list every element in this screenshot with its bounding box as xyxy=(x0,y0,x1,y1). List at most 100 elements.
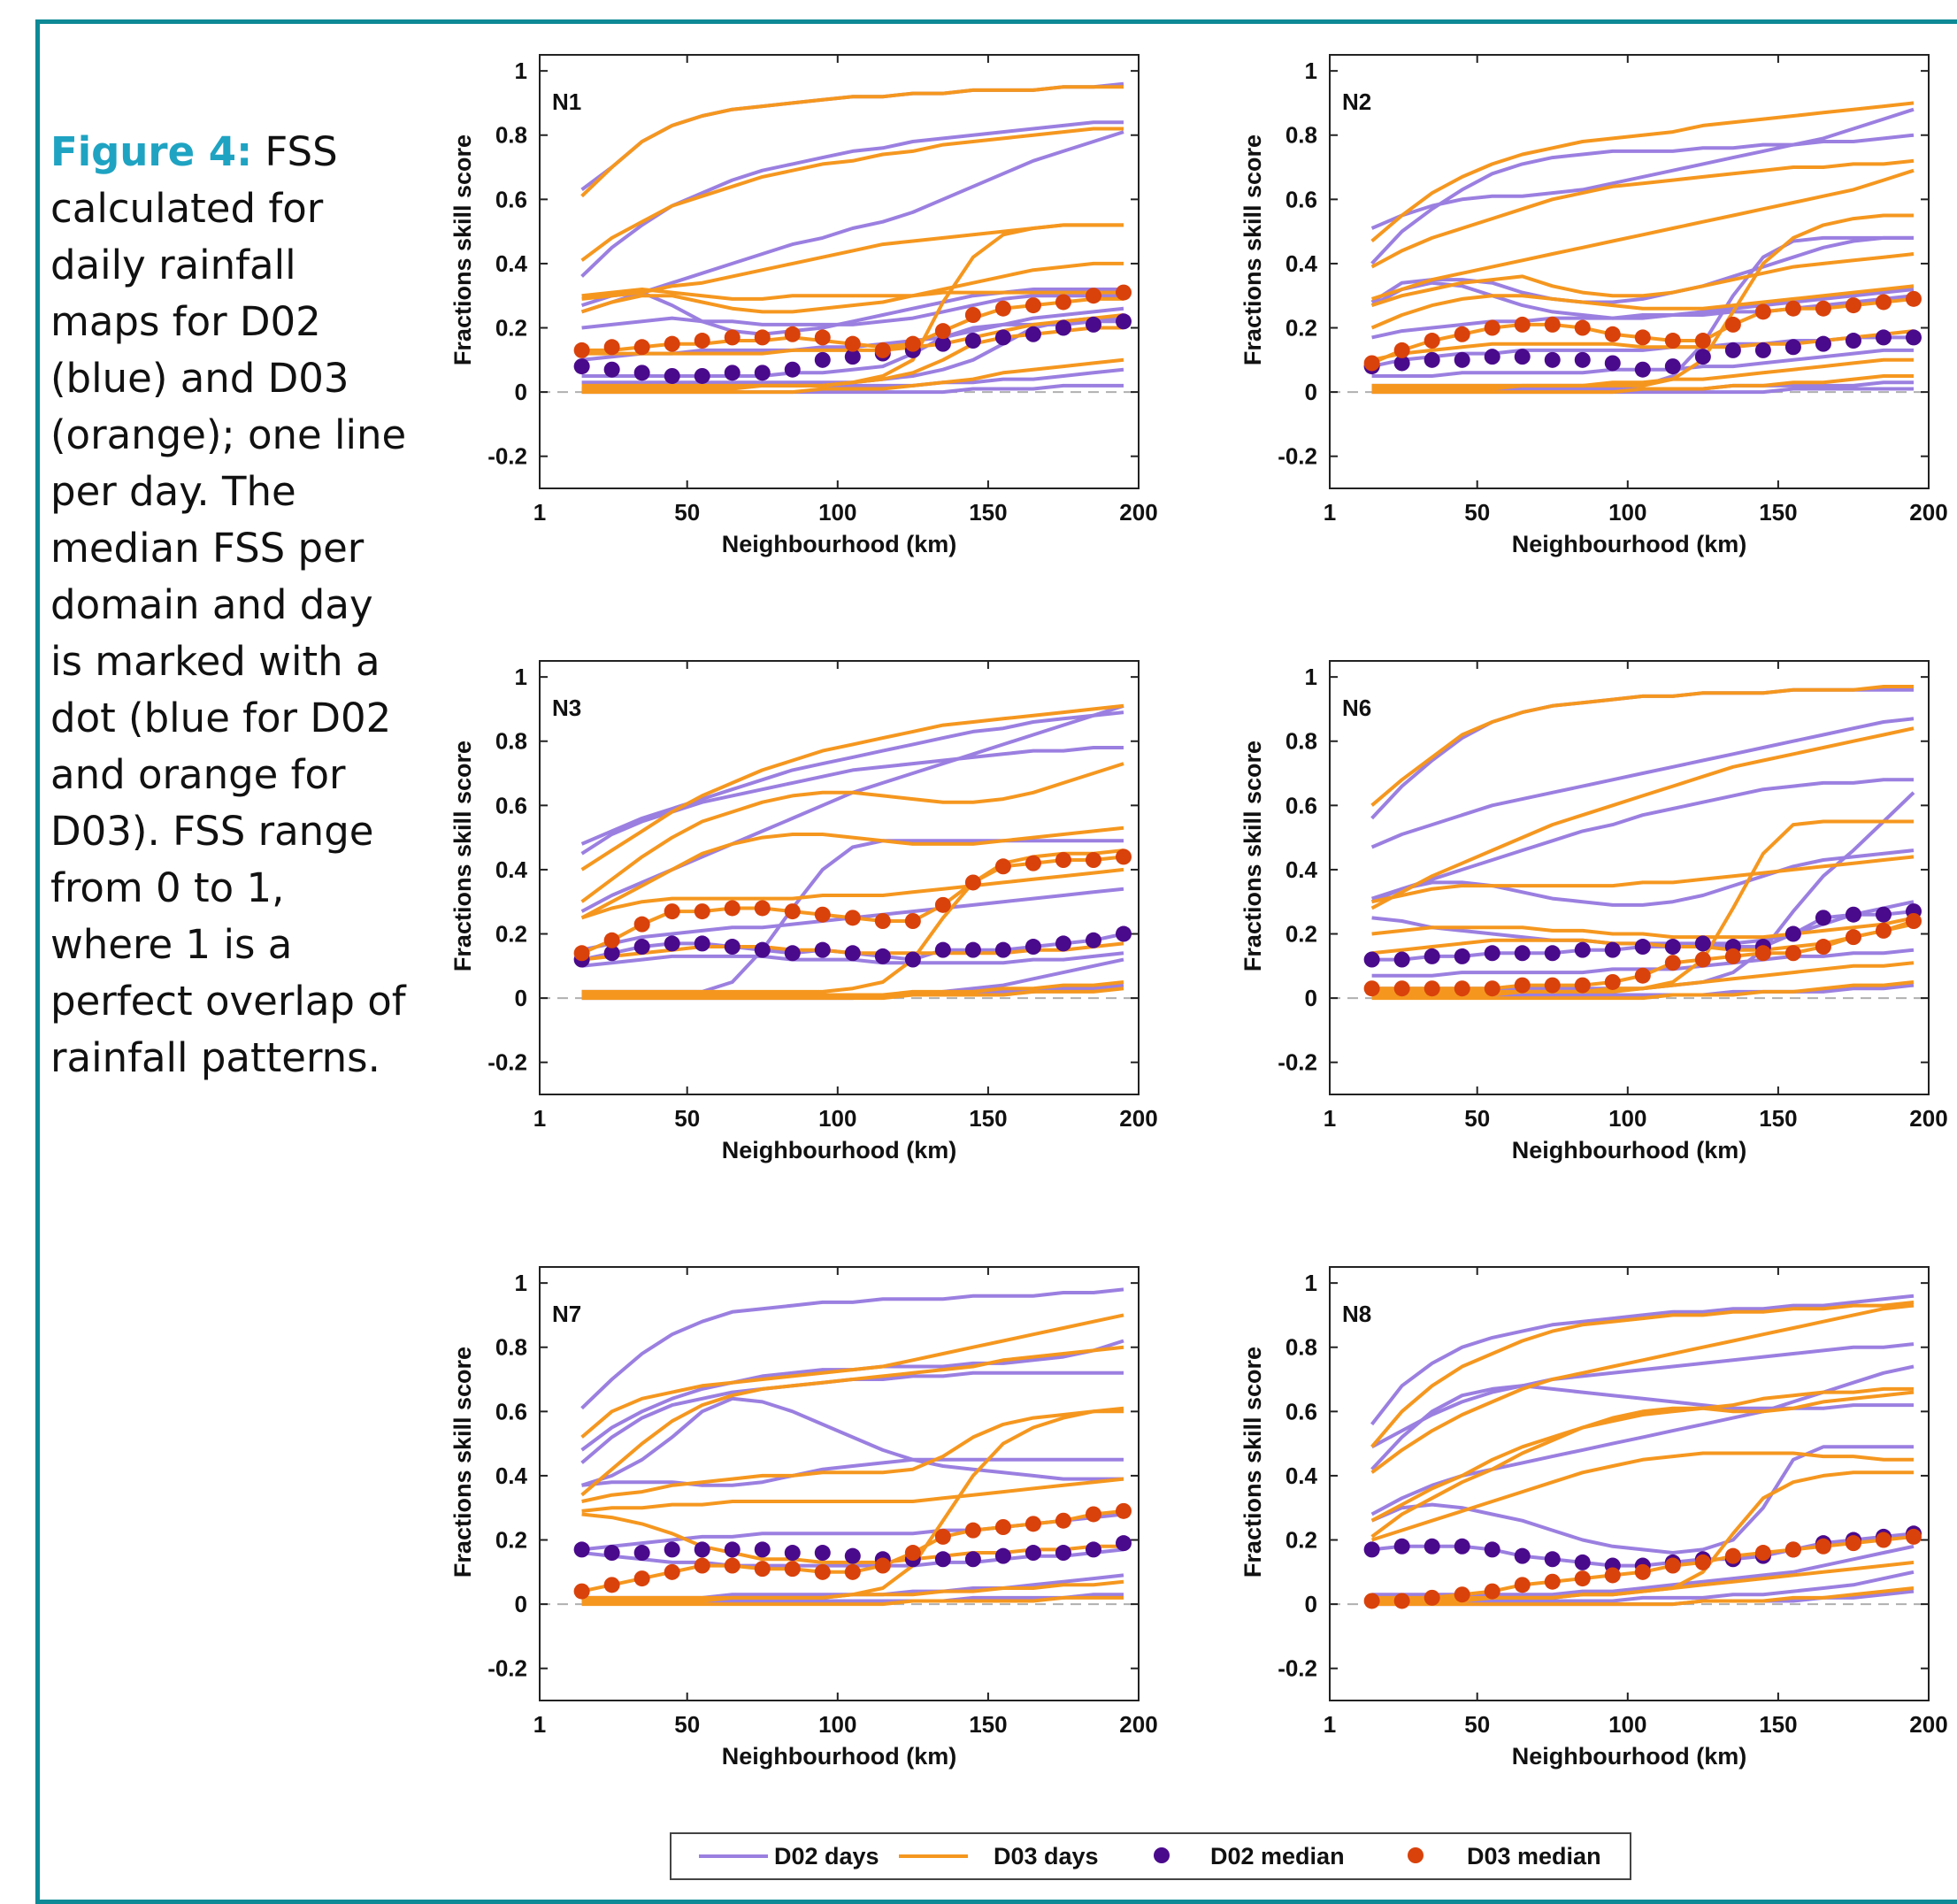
y-tick-label: 0.6 xyxy=(495,792,527,818)
d03-median-point xyxy=(1724,1547,1741,1564)
d03-day-line xyxy=(580,762,1124,903)
d03-median-point xyxy=(1724,948,1741,964)
x-axis-label: Neighbourhood (km) xyxy=(722,1137,956,1163)
x-tick-label: 100 xyxy=(1608,1711,1646,1738)
d03-median-point xyxy=(1784,300,1801,317)
d03-median-point xyxy=(1085,288,1101,304)
d02-median-point xyxy=(633,365,650,381)
d02-median-point xyxy=(994,1547,1011,1564)
y-axis-label: Fractions skill score xyxy=(1239,1347,1266,1578)
d03-median-point xyxy=(1664,333,1681,349)
d03-median-point xyxy=(874,913,891,929)
d03-median-point xyxy=(994,858,1011,875)
d03-median-point xyxy=(1664,955,1681,971)
d02-day-line xyxy=(581,294,1124,330)
d03-median-point xyxy=(1694,1554,1711,1570)
d02-median-point xyxy=(664,367,680,384)
panel-label: N8 xyxy=(1342,1301,1371,1327)
d03-median-point xyxy=(1025,1516,1041,1532)
d02-median-point xyxy=(1025,1545,1041,1562)
d03-median-point xyxy=(964,1522,981,1539)
x-axis-label: Neighbourhood (km) xyxy=(1512,1743,1746,1770)
d02-median-point xyxy=(1514,349,1531,365)
legend-label: D02 median xyxy=(1210,1843,1345,1869)
plot-area xyxy=(1329,1266,1930,1701)
d03-median-point xyxy=(934,896,951,913)
d03-median-point xyxy=(1784,1541,1801,1558)
legend-item: D02 days xyxy=(699,1843,879,1869)
d03-day-line xyxy=(581,357,1124,395)
d03-day-line xyxy=(580,127,1124,262)
y-axis-label: Fractions skill score xyxy=(449,134,476,365)
d02-median-point xyxy=(844,945,861,962)
d02-median-point xyxy=(1055,319,1071,336)
x-tick-label: 1 xyxy=(533,499,546,526)
d03-day-line xyxy=(580,1313,1124,1439)
x-tick-label: 1 xyxy=(1324,1711,1336,1738)
y-axis-label: Fractions skill score xyxy=(449,741,476,971)
d03-median-point xyxy=(874,342,891,358)
x-tick-label: 150 xyxy=(1759,1105,1797,1132)
y-tick-label: 0.8 xyxy=(1285,122,1317,149)
d02-median-point xyxy=(994,941,1011,958)
legend-swatch-dot xyxy=(1408,1847,1424,1863)
y-tick-label: 1 xyxy=(515,1270,527,1296)
d02-median-point xyxy=(754,1541,771,1558)
d03-median-point xyxy=(964,307,981,323)
y-tick-label: 0 xyxy=(515,379,527,405)
y-tick-label: 1 xyxy=(1305,664,1317,690)
d03-median-point xyxy=(1115,848,1132,865)
d03-median-point xyxy=(1363,355,1380,372)
y-tick-label: -0.2 xyxy=(1278,1655,1317,1682)
x-tick-label: 150 xyxy=(969,1105,1007,1132)
d02-median-point xyxy=(1664,358,1681,375)
d02-day-line xyxy=(1370,133,1915,265)
d03-median-point xyxy=(1754,1545,1771,1562)
d02-median-point xyxy=(844,349,861,365)
plot-area xyxy=(539,54,1140,489)
d02-median-point xyxy=(1544,1551,1561,1568)
legend-label: D02 days xyxy=(774,1843,879,1869)
d02-median-point xyxy=(1574,1554,1591,1570)
d03-median-point xyxy=(1484,980,1500,997)
d03-median-point xyxy=(694,1557,710,1574)
d03-median-point xyxy=(633,1570,650,1587)
d02-median-point xyxy=(664,935,680,952)
d03-day-line xyxy=(580,825,1124,920)
legend-swatch-dot xyxy=(1154,1847,1170,1863)
d03-median-point xyxy=(784,326,801,342)
y-tick-label: 0.4 xyxy=(495,1463,528,1489)
d03-median-point xyxy=(1694,333,1711,349)
legend-label: D03 days xyxy=(994,1843,1099,1869)
chart-panel-n7: -0.200.20.40.60.811 50 100 150 200Neighbourh… xyxy=(449,1266,1158,1770)
d03-median-point xyxy=(814,1563,831,1580)
x-axis-label: Neighbourhood (km) xyxy=(1512,1137,1746,1163)
d02-median-point xyxy=(1454,948,1470,964)
x-tick-label: 150 xyxy=(969,1711,1007,1738)
d03-day-line xyxy=(1371,374,1914,395)
d03-median-point xyxy=(694,333,710,349)
x-tick-label: 1 xyxy=(1324,1105,1336,1132)
d03-median-point xyxy=(633,339,650,356)
chart-panel-n2: -0.200.20.40.60.811 50 100 150 200Neighbourh… xyxy=(1239,54,1948,557)
y-tick-label: 0 xyxy=(1305,379,1317,405)
d03-median-point xyxy=(1634,967,1651,984)
y-tick-label: 1 xyxy=(1305,58,1317,84)
d03-median-point xyxy=(1875,922,1892,939)
d03-median-point xyxy=(1115,284,1132,301)
d02-median-point xyxy=(964,1551,981,1568)
d02-median-point xyxy=(1634,939,1651,956)
figure-label: Figure 4: xyxy=(50,128,253,175)
x-tick-label: 50 xyxy=(674,1105,700,1132)
y-tick-label: 0.4 xyxy=(1285,250,1318,277)
d03-day-line xyxy=(580,867,1124,920)
d02-median-point xyxy=(754,365,771,381)
d03-median-point xyxy=(1544,977,1561,994)
d03-median-point xyxy=(1025,297,1041,314)
y-axis-label: Fractions skill score xyxy=(1239,134,1266,365)
x-tick-label: 100 xyxy=(818,1711,856,1738)
d02-median-point xyxy=(694,367,710,384)
d03-day-line xyxy=(1370,685,1914,807)
x-axis-label: Neighbourhood (km) xyxy=(1512,531,1746,557)
